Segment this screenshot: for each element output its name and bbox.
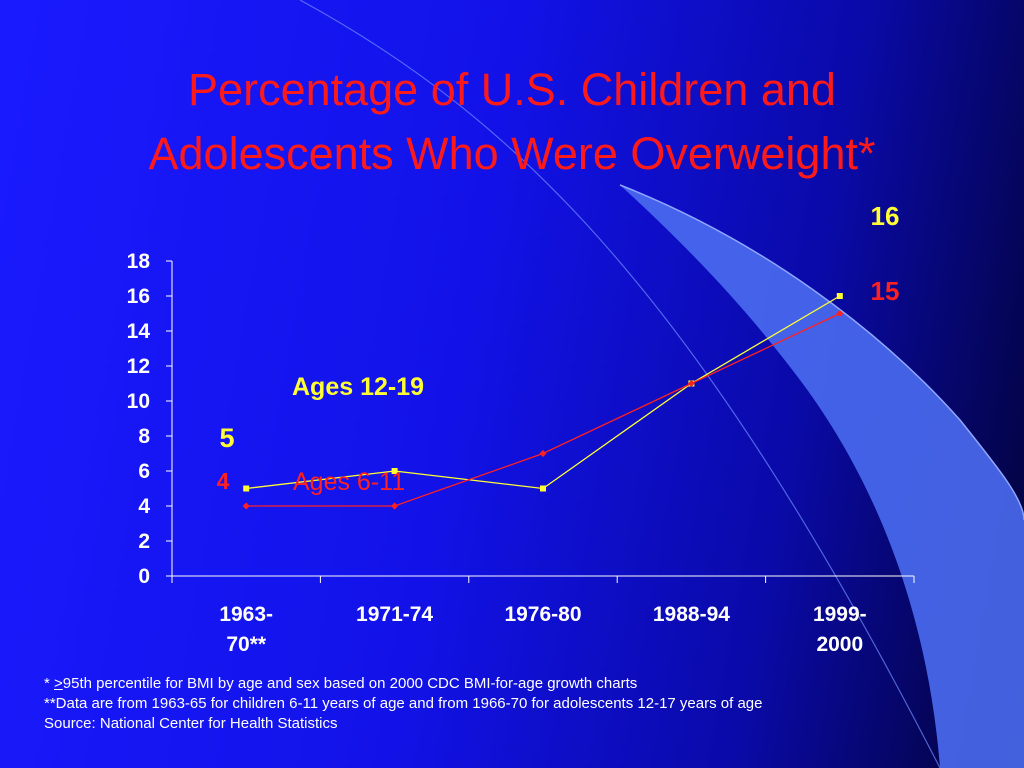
footnotes: * >95th percentile for BMI by age and se…: [44, 674, 762, 734]
y-tick-label: 12: [127, 355, 150, 378]
data-point-diamond: [242, 502, 250, 510]
y-tick-label: 0: [138, 565, 150, 588]
x-category-label: 1999-: [813, 603, 867, 626]
y-tick-label: 14: [127, 320, 151, 343]
x-category-label: 1988-94: [653, 603, 730, 626]
series-label-ages-6-11: Ages 6-11: [293, 468, 405, 496]
data-point-diamond: [391, 502, 399, 510]
y-tick-label: 16: [127, 285, 150, 308]
footnote-data-years: **Data are from 1963-65 for children 6-1…: [44, 695, 763, 712]
y-tick-label: 18: [127, 250, 151, 273]
data-point-square: [243, 485, 250, 492]
y-tick-label: 10: [127, 390, 150, 413]
footnote-bmi: * >95th percentile for BMI by age and se…: [44, 675, 638, 692]
y-tick-label: 6: [138, 460, 150, 483]
data-point-diamond: [539, 450, 547, 457]
slide-title-line-2: Adolescents Who Were Overweight*: [148, 128, 876, 179]
series-label-ages-12-19: Ages 12-19: [292, 373, 424, 401]
annotation-4: 4: [217, 468, 230, 494]
greater-equal-symbol: >: [54, 675, 63, 692]
data-point-diamond: [836, 310, 844, 317]
data-point-square: [391, 468, 398, 474]
x-category-label: 1976-80: [504, 603, 581, 626]
footnote-source: Source: National Center for Health Stati…: [44, 715, 338, 732]
data-point-square: [540, 485, 546, 492]
data-point-square: [836, 293, 843, 299]
x-category-label: 1971-74: [356, 603, 433, 626]
slide-title-line-1: Percentage of U.S. Children and: [188, 64, 836, 115]
x-category-label: 1963-: [219, 603, 273, 626]
x-category-label: 70**: [226, 633, 267, 656]
y-tick-label: 4: [138, 495, 150, 518]
annotation-15: 15: [871, 276, 900, 306]
data-point-diamond: [687, 380, 695, 387]
y-tick-label: 2: [138, 530, 150, 553]
annotation-5: 5: [219, 423, 234, 453]
annotation-16: 16: [871, 201, 900, 231]
y-tick-label: 8: [138, 425, 150, 448]
x-category-label: 2000: [816, 633, 863, 656]
